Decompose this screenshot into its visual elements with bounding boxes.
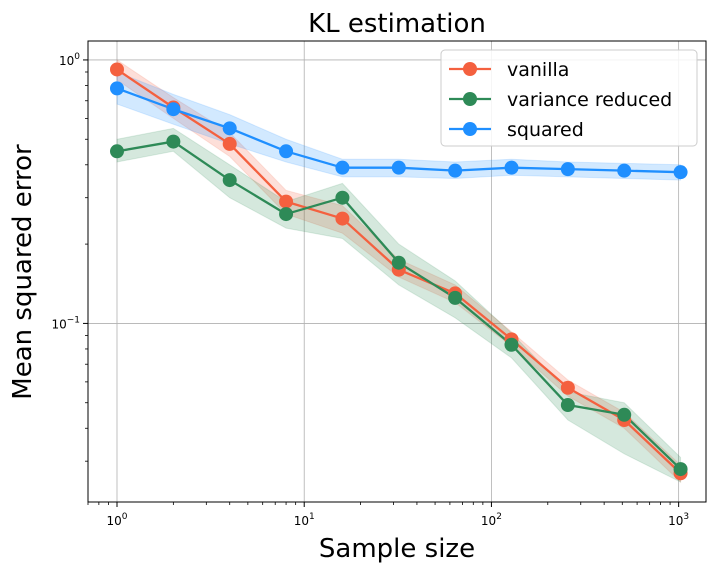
squared-point [617, 163, 632, 178]
squared-point [391, 160, 406, 175]
tick-label: 100 [106, 512, 127, 528]
squared-point [504, 160, 519, 175]
variance-reduced-point [391, 255, 406, 270]
variance-reduced-legend-label: variance reduced [507, 89, 672, 111]
vanilla-point [279, 194, 294, 209]
legend-box [440, 49, 698, 147]
vanilla-point [335, 211, 350, 226]
vanilla-point [560, 380, 575, 395]
variance-reduced-point [279, 207, 294, 222]
squared-point [673, 165, 688, 180]
legend: vanilla variance reduced squared [440, 49, 698, 147]
variance-reduced-point [109, 144, 124, 159]
variance-reduced-band [116, 127, 682, 483]
y-axis-label: Mean squared error [8, 144, 38, 400]
squared-point [560, 162, 575, 177]
tick-label: 100 [59, 52, 80, 68]
variance-reduced-point [448, 290, 463, 305]
axis-ticks: 100 101 102 103 10−1 100 [51, 52, 689, 528]
squared-point [279, 144, 294, 159]
tick-label: 10−1 [51, 315, 80, 331]
variance-reduced-point [617, 407, 632, 422]
series-points [109, 62, 688, 481]
variance-reduced-point [166, 134, 181, 149]
squared-point [335, 160, 350, 175]
variance-reduced-point [560, 398, 575, 413]
vanilla-legend-label: vanilla [507, 59, 569, 81]
variance-reduced-point [335, 190, 350, 205]
variance-reduced-point [673, 462, 688, 477]
squared-point [109, 81, 124, 96]
vanilla-legend-marker [463, 62, 477, 76]
variance-reduced-point [504, 337, 519, 352]
squared-point [222, 121, 237, 136]
chart-title: KL estimation [308, 9, 486, 39]
variance-reduced-point [222, 173, 237, 188]
vanilla-point [222, 136, 237, 151]
variance-reduced-legend-marker [463, 92, 477, 106]
squared-point [166, 102, 181, 117]
tick-label: 103 [668, 512, 689, 528]
tick-label: 102 [481, 512, 502, 528]
x-axis-label: Sample size [319, 534, 475, 564]
squared-legend-label: squared [507, 119, 584, 141]
squared-point [448, 163, 463, 178]
plot-frame [87, 40, 707, 503]
vanilla-point [109, 62, 124, 77]
squared-legend-marker [463, 122, 477, 136]
tick-label: 101 [294, 512, 315, 528]
